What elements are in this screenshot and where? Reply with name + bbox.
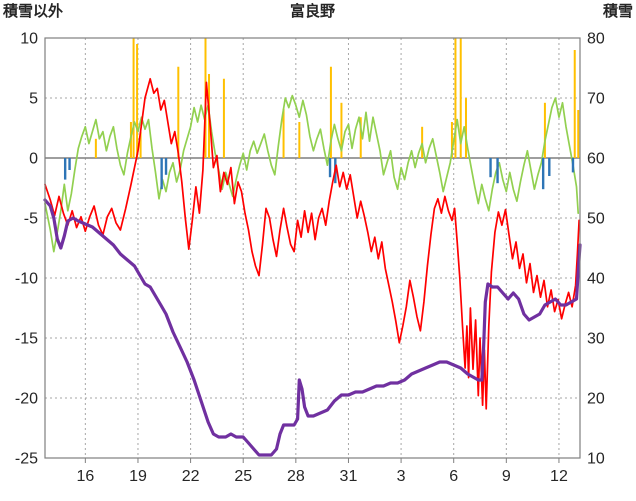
svg-text:70: 70 [587, 91, 605, 108]
svg-text:-10: -10 [15, 271, 38, 288]
svg-text:0: 0 [29, 151, 38, 168]
svg-text:40: 40 [587, 271, 605, 288]
svg-text:10: 10 [587, 451, 605, 468]
left-axis-title: 積雪以外 [3, 3, 64, 20]
svg-text:10: 10 [20, 31, 38, 48]
svg-text:16: 16 [76, 468, 94, 485]
chart-title: 富良野 [289, 3, 335, 20]
svg-text:31: 31 [340, 468, 358, 485]
svg-text:-20: -20 [15, 391, 38, 408]
svg-text:-5: -5 [24, 211, 38, 228]
right-axis-title: 積雪 [602, 3, 633, 20]
svg-text:20: 20 [587, 391, 605, 408]
svg-text:5: 5 [29, 91, 38, 108]
svg-text:19: 19 [129, 468, 147, 485]
svg-text:12: 12 [550, 468, 568, 485]
svg-text:60: 60 [587, 151, 605, 168]
svg-text:6: 6 [449, 468, 458, 485]
svg-text:22: 22 [182, 468, 200, 485]
svg-text:-15: -15 [15, 331, 38, 348]
svg-text:9: 9 [502, 468, 511, 485]
svg-text:50: 50 [587, 211, 605, 228]
svg-text:-25: -25 [15, 451, 38, 468]
svg-text:80: 80 [587, 31, 605, 48]
svg-text:28: 28 [287, 468, 305, 485]
svg-text:3: 3 [397, 468, 406, 485]
svg-text:25: 25 [234, 468, 252, 485]
svg-text:30: 30 [587, 331, 605, 348]
